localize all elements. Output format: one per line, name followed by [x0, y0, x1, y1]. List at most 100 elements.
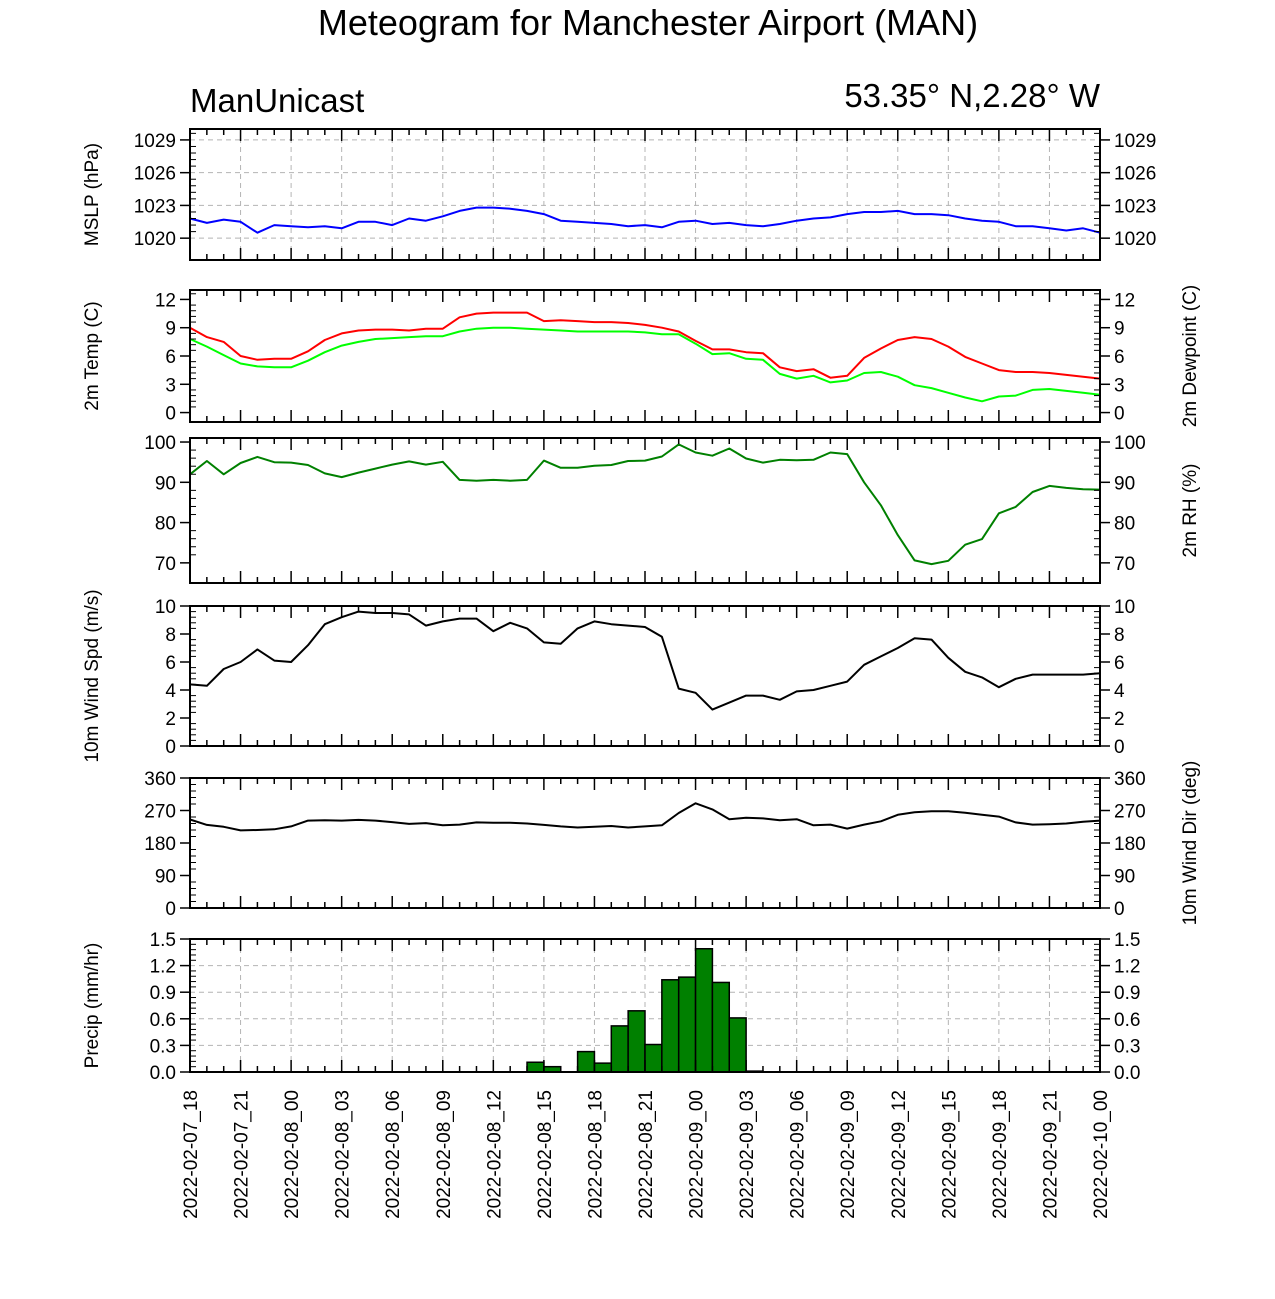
time-tick-label: 2022-02-09_21 — [1040, 1090, 1061, 1219]
time-tick-label: 2022-02-08_12 — [484, 1090, 505, 1219]
y-axis-title-left: MSLP (hPa) — [82, 143, 103, 246]
chart-title: Meteogram for Manchester Airport (MAN) — [318, 2, 978, 43]
time-tick-label: 2022-02-09_15 — [939, 1090, 960, 1219]
panel-temperature: 0 0 3 3 6 6 9 9 12 12 2m Temp (C) 2m Dewpoint (C) — [82, 285, 1201, 428]
y-tick-label-right: 1026 — [1114, 164, 1156, 185]
y-tick-label-left: 6 — [165, 347, 176, 368]
y-tick-label-left: 0.0 — [150, 1063, 176, 1084]
time-tick-label: 2022-02-08_00 — [282, 1090, 303, 1219]
panel-humidity: 70 70 80 80 90 90 100 100 2m RH (%) — [144, 433, 1201, 584]
y-tick-label-left: 9 — [165, 319, 176, 340]
y-tick-label-left: 10 — [155, 597, 176, 618]
y-tick-label-right: 1.5 — [1114, 930, 1140, 951]
time-tick-label: 2022-02-09_06 — [788, 1090, 809, 1219]
precip-bar — [677, 976, 697, 1073]
y-tick-label-right: 6 — [1114, 653, 1125, 674]
series-line-wind-speed — [189, 610, 1101, 711]
y-tick-label-left: 1.2 — [150, 957, 176, 978]
precip-bar — [593, 1062, 613, 1073]
y-tick-label-right: 80 — [1114, 514, 1135, 535]
y-tick-label-left: 90 — [155, 867, 176, 888]
time-tick-label: 2022-02-09_18 — [990, 1090, 1011, 1219]
station-coordinates: 53.35° N,2.28° W — [844, 77, 1101, 114]
y-tick-label-left: 270 — [144, 802, 176, 823]
y-tick-label-right: 180 — [1114, 834, 1146, 855]
panel-wind-direction: 0 0 90 90 180 180 270 270 360 360 10m Wind Dir (de… — [144, 761, 1201, 926]
panel-frame — [189, 777, 1101, 909]
y-tick-label-right: 90 — [1114, 867, 1135, 888]
y-axis-title-right: 2m RH (%) — [1180, 464, 1201, 558]
time-axis: 2022-02-07_18 2022-02-07_21 2022-02-08_00 2… — [181, 1090, 1112, 1219]
y-axis-title-right: 10m Wind Dir (deg) — [1180, 761, 1201, 926]
y-tick-label-left: 4 — [165, 681, 176, 702]
panel-precipitation: 0.0 0.0 0.3 0.3 0.6 0.6 0.9 0.9 1.2 1.2 1.5 1.5 Prec… — [82, 930, 1140, 1084]
series-line-dewpoint — [189, 326, 1101, 403]
time-tick-label: 2022-02-09_09 — [838, 1090, 859, 1219]
time-tick-label: 2022-02-10_00 — [1091, 1090, 1112, 1219]
y-tick-label-right: 1023 — [1114, 196, 1156, 217]
y-tick-label-right: 0 — [1114, 899, 1125, 920]
time-tick-label: 2022-02-08_06 — [383, 1090, 404, 1219]
y-tick-label-left: 1023 — [134, 196, 176, 217]
y-tick-label-right: 100 — [1114, 433, 1146, 454]
time-tick-label: 2022-02-08_15 — [535, 1090, 556, 1219]
panel-wind-speed: 0 0 2 2 4 4 6 6 8 8 10 10 10m Wind Spd (m/s) — [82, 589, 1135, 762]
y-tick-label-right: 0 — [1114, 404, 1125, 425]
series-line-wind-dir — [189, 802, 1101, 832]
series-line-rh — [189, 443, 1101, 566]
precip-bar — [694, 948, 714, 1073]
precip-bar — [728, 1017, 747, 1073]
y-tick-label-right: 0.3 — [1114, 1036, 1140, 1057]
y-tick-label-right: 1020 — [1114, 229, 1156, 250]
panel-mslp: 1020 1020 1023 1023 1026 1026 1029 1029 MSLP (hP… — [82, 128, 1156, 261]
y-tick-label-left: 2 — [165, 709, 176, 730]
precip-bar — [576, 1050, 596, 1073]
series-line-temperature — [189, 311, 1101, 380]
y-tick-label-left: 1020 — [134, 229, 176, 250]
time-tick-label: 2022-02-08_18 — [585, 1090, 606, 1219]
time-tick-label: 2022-02-08_03 — [333, 1090, 354, 1219]
y-tick-label-left: 3 — [165, 375, 176, 396]
y-tick-label-left: 100 — [144, 433, 176, 454]
precip-bar — [610, 1025, 629, 1073]
y-tick-label-left: 0.3 — [150, 1036, 176, 1057]
y-tick-label-left: 8 — [165, 625, 176, 646]
station-name: ManUnicast — [190, 82, 364, 119]
y-tick-label-right: 1029 — [1114, 131, 1156, 152]
y-tick-label-right: 90 — [1114, 473, 1135, 494]
y-axis-title-left: 2m Temp (C) — [82, 301, 103, 410]
y-axis-title-left: 10m Wind Spd (m/s) — [82, 589, 103, 762]
y-tick-label-right: 10 — [1114, 597, 1135, 618]
y-tick-label-right: 0.6 — [1114, 1010, 1140, 1031]
y-tick-label-right: 2 — [1114, 709, 1125, 730]
y-tick-label-right: 0 — [1114, 737, 1125, 758]
precip-bar — [526, 1061, 545, 1073]
precip-bar — [644, 1043, 663, 1073]
y-tick-label-right: 6 — [1114, 347, 1125, 368]
y-tick-label-left: 0 — [165, 899, 176, 920]
y-tick-label-right: 360 — [1114, 769, 1146, 790]
y-tick-label-right: 0.0 — [1114, 1063, 1140, 1084]
y-tick-label-left: 80 — [155, 514, 176, 535]
y-axis-title-left: Precip (mm/hr) — [82, 943, 103, 1069]
y-tick-label-right: 3 — [1114, 375, 1125, 396]
y-tick-label-left: 1026 — [134, 164, 176, 185]
y-axis-title-right: 2m Dewpoint (C) — [1180, 285, 1201, 428]
y-tick-label-left: 0.6 — [150, 1010, 176, 1031]
y-tick-label-left: 0 — [165, 404, 176, 425]
y-tick-label-right: 4 — [1114, 681, 1125, 702]
time-tick-label: 2022-02-08_21 — [636, 1090, 657, 1219]
y-tick-label-left: 12 — [155, 290, 176, 311]
y-tick-label-right: 70 — [1114, 554, 1135, 575]
y-tick-label-right: 9 — [1114, 319, 1125, 340]
time-tick-label: 2022-02-07_18 — [181, 1090, 202, 1219]
time-tick-label: 2022-02-09_12 — [889, 1090, 910, 1219]
y-tick-label-right: 12 — [1114, 290, 1135, 311]
y-tick-label-left: 180 — [144, 834, 176, 855]
y-tick-label-right: 1.2 — [1114, 957, 1140, 978]
y-tick-label-right: 0.9 — [1114, 983, 1140, 1004]
precip-bar — [711, 981, 731, 1073]
y-tick-label-left: 1.5 — [150, 930, 176, 951]
